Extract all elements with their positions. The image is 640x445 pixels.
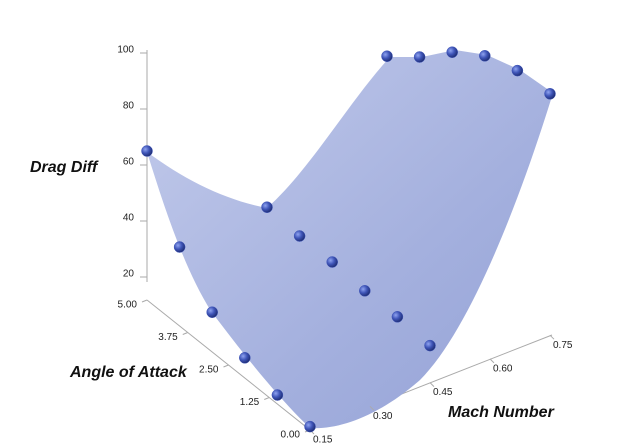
- data-point: [424, 339, 436, 352]
- data-point: [479, 50, 491, 62]
- data-point: [413, 51, 426, 63]
- data-point: [261, 201, 273, 213]
- y-tick: [182, 332, 188, 335]
- data-point: [511, 64, 524, 77]
- z-axis-title: Drag Diff: [30, 159, 99, 176]
- x-tick: [429, 382, 435, 387]
- y-tick-label: 0.00: [281, 430, 301, 441]
- y-tick-label: 1.25: [240, 397, 260, 408]
- x-tick: [369, 405, 375, 411]
- data-point: [391, 311, 404, 323]
- x-tick-label: 0.60: [493, 364, 513, 375]
- z-tick-label: 100: [117, 45, 134, 56]
- data-point: [326, 256, 338, 268]
- x-tick: [489, 358, 495, 364]
- z-tick-label: 20: [123, 269, 135, 280]
- y-tick-label: 3.75: [158, 332, 178, 343]
- x-tick: [549, 334, 555, 340]
- x-tick-label: 0.30: [373, 411, 393, 422]
- x-tick-label: 0.15: [313, 435, 333, 445]
- data-point: [381, 50, 393, 62]
- z-tick-label: 40: [123, 213, 135, 224]
- y-tick: [264, 397, 270, 400]
- x-tick-label: 0.45: [433, 387, 453, 398]
- data-point: [446, 46, 458, 58]
- data-point: [173, 241, 186, 253]
- data-point: [293, 230, 306, 242]
- y-tick-label: 5.00: [118, 300, 138, 311]
- y-tick: [223, 364, 229, 368]
- y-tick-label: 2.50: [199, 365, 219, 376]
- data-point: [359, 285, 371, 297]
- data-point: [141, 145, 153, 157]
- data-point: [304, 420, 316, 433]
- data-point: [206, 306, 218, 318]
- y-tick: [141, 299, 148, 303]
- x-axis-title: Mach Number: [448, 404, 555, 421]
- data-point: [239, 352, 251, 364]
- data-point: [271, 389, 284, 401]
- z-tick-label: 60: [123, 157, 135, 168]
- z-tick-label: 80: [123, 101, 135, 112]
- y-axis-title: Angle of Attack: [69, 364, 188, 381]
- data-point: [544, 88, 556, 100]
- surface: [147, 50, 553, 429]
- x-tick-label: 0.75: [553, 340, 573, 351]
